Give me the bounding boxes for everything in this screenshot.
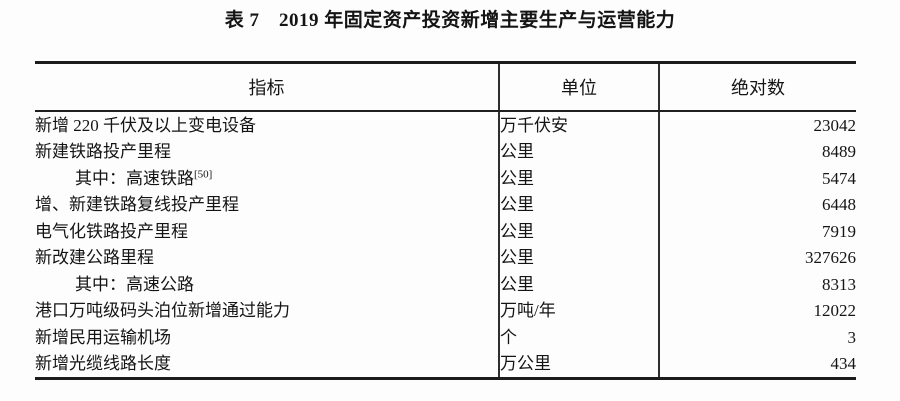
value-cell: 6448 (822, 195, 856, 215)
column-header-unit: 单位 (498, 62, 660, 112)
header-row: 指标 单位 绝对数 (35, 62, 856, 112)
footnote-ref: [50] (194, 168, 213, 181)
table-row: 新增 220 千伏及以上变电设备 万千伏安 23042 (35, 111, 856, 139)
column-header-absolute-number: 绝对数 (659, 62, 856, 112)
unit-cell: 公里 (498, 244, 660, 271)
indicator-text: 港口万吨级码头泊位新增通过能力 (35, 301, 290, 321)
table-row: 电气化铁路投产里程 公里 7919 (35, 218, 856, 245)
table-row: 其中：高速铁路[50] 公里 5474 (35, 165, 856, 192)
value-cell: 23042 (813, 115, 857, 135)
indicator-cell: 其中：高速铁路[50] (35, 165, 499, 192)
table-row: 港口万吨级码头泊位新增通过能力 万吨/年 12022 (35, 297, 857, 325)
table-row: 新增民用运输机场 个 3 (35, 324, 856, 351)
statistics-table: 指标 单位 绝对数 新增 220 千伏及以上变电设备 万千伏安 23042 新建… (35, 61, 856, 380)
indicator-text: 新增 220 千伏及以上变电设备 (35, 115, 256, 135)
indicator-cell: 电气化铁路投产里程 (35, 218, 499, 245)
table-row: 增、新建铁路复线投产里程 公里 6448 (35, 191, 856, 219)
table-body: 新增 220 千伏及以上变电设备 万千伏安 23042 新建铁路投产里程 公里 … (35, 111, 856, 379)
unit-cell: 公里 (498, 191, 660, 218)
value-cell: 3 (847, 327, 857, 347)
unit-cell: 公里 (498, 271, 660, 298)
indicator-cell: 港口万吨级码头泊位新增通过能力 (35, 298, 499, 325)
indicator-cell: 新增光缆线路长度 (35, 351, 499, 379)
indicator-text: 新增民用运输机场 (35, 327, 171, 347)
unit-cell: 万千伏安 (498, 111, 660, 139)
indicator-cell: 新增民用运输机场 (35, 324, 499, 351)
value-cell: 7919 (822, 221, 856, 241)
indicator-cell: 新增 220 千伏及以上变电设备 (35, 111, 499, 139)
unit-cell: 公里 (498, 165, 660, 192)
indicator-text: 新改建公路里程 (35, 248, 154, 268)
indicator-text: 其中：高速铁路 (75, 168, 194, 188)
value-cell: 12022 (813, 301, 857, 321)
indicator-cell: 新建铁路投产里程 (35, 139, 499, 166)
value-cell: 5474 (822, 168, 856, 188)
indicator-cell: 增、新建铁路复线投产里程 (35, 192, 499, 219)
value-cell: 434 (830, 354, 857, 374)
indicator-text: 新增光缆线路长度 (35, 354, 171, 374)
unit-cell: 万吨/年 (498, 297, 660, 324)
indicator-cell: 新改建公路里程 (35, 245, 499, 272)
table-row: 新增光缆线路长度 万公里 434 (35, 350, 857, 379)
indicator-text: 增、新建铁路复线投产里程 (35, 195, 239, 215)
indicator-text: 其中：高速公路 (75, 274, 194, 294)
indicator-text: 新建铁路投产里程 (35, 142, 171, 162)
indicator-cell: 其中：高速公路 (35, 271, 499, 298)
unit-cell: 公里 (498, 138, 660, 165)
unit-cell: 万公里 (498, 350, 660, 379)
value-cell: 8489 (822, 142, 856, 162)
table-row: 新改建公路里程 公里 327626 (35, 244, 856, 272)
column-header-indicator: 指标 (35, 62, 499, 112)
unit-cell: 公里 (498, 218, 660, 245)
table-title: 表 7 2019 年固定资产投资新增主要生产与运营能力 (224, 10, 676, 31)
value-cell: 8313 (822, 274, 856, 294)
unit-cell: 个 (498, 324, 660, 351)
value-cell: 327626 (805, 248, 856, 268)
table-row: 其中：高速公路 公里 8313 (35, 271, 856, 298)
indicator-text: 电气化铁路投产里程 (35, 221, 188, 241)
table-row: 新建铁路投产里程 公里 8489 (35, 138, 856, 166)
